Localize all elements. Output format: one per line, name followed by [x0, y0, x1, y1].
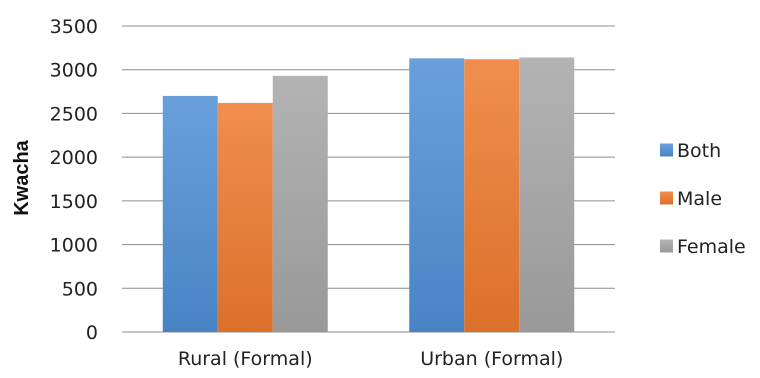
legend-label-female: Female	[677, 236, 746, 258]
bar-both-2	[409, 58, 465, 332]
bars	[162, 57, 575, 333]
y-tick-label: 2000	[50, 147, 98, 169]
y-tick-label: 3000	[50, 60, 98, 82]
category-label: Rural (Formal)	[178, 348, 313, 370]
y-tick-label: 1000	[50, 235, 98, 257]
legend-swatch-male	[660, 191, 673, 205]
y-tick-label: 1500	[50, 191, 98, 213]
legend-swatch-female	[660, 239, 673, 253]
y-tick-labels: 0 500 1000 1500 2000 2500 3000 3500	[50, 16, 98, 344]
bar-male-2	[464, 59, 520, 332]
y-tick-label: 2500	[50, 103, 98, 125]
bar-female-2	[519, 57, 575, 333]
bar-both-1	[162, 95, 218, 332]
category-label: Urban (Formal)	[420, 348, 563, 370]
y-tick-label: 3500	[50, 16, 98, 38]
legend-swatch-both	[660, 143, 673, 157]
y-tick-label: 500	[62, 278, 98, 300]
category-labels: Rural (Formal) Urban (Formal)	[178, 348, 563, 370]
y-tick-label: 0	[86, 322, 98, 344]
legend: Both Male Female	[660, 140, 746, 258]
legend-label-both: Both	[677, 140, 721, 162]
y-axis-label: Kwacha	[11, 139, 33, 215]
bar-male-1	[217, 102, 273, 333]
bar-female-1	[272, 75, 328, 332]
legend-label-male: Male	[677, 188, 722, 210]
